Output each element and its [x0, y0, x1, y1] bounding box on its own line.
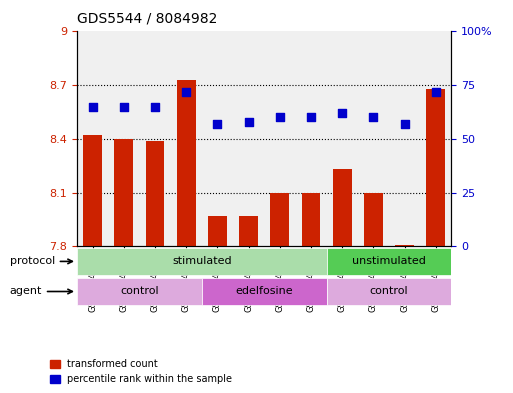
Bar — [270, 193, 289, 246]
Text: control: control — [370, 286, 408, 296]
Bar — [302, 193, 320, 246]
Bar — [395, 244, 414, 246]
Point — [245, 119, 253, 125]
Bar — [83, 135, 102, 246]
Point — [120, 103, 128, 110]
Text: edelfosine: edelfosine — [235, 286, 293, 296]
Bar — [114, 139, 133, 246]
Bar — [177, 80, 195, 246]
Bar — [146, 141, 164, 246]
Text: stimulated: stimulated — [172, 256, 231, 266]
Point — [151, 103, 159, 110]
Bar — [364, 193, 383, 246]
Bar — [333, 169, 351, 246]
Text: GDS5544 / 8084982: GDS5544 / 8084982 — [77, 12, 218, 26]
Bar — [239, 216, 258, 246]
Point — [88, 103, 96, 110]
FancyBboxPatch shape — [77, 278, 202, 305]
Point — [275, 114, 284, 121]
Text: control: control — [120, 286, 159, 296]
Text: agent: agent — [10, 286, 72, 296]
FancyBboxPatch shape — [327, 248, 451, 275]
Point — [369, 114, 378, 121]
Point — [182, 88, 190, 95]
FancyBboxPatch shape — [202, 278, 327, 305]
Legend: transformed count, percentile rank within the sample: transformed count, percentile rank withi… — [46, 356, 236, 388]
Point — [338, 110, 346, 116]
Point — [401, 121, 409, 127]
Text: protocol: protocol — [10, 256, 72, 266]
Bar — [426, 89, 445, 246]
Point — [213, 121, 222, 127]
Bar — [208, 216, 227, 246]
Point — [307, 114, 315, 121]
Point — [432, 88, 440, 95]
FancyBboxPatch shape — [327, 278, 451, 305]
FancyBboxPatch shape — [77, 248, 327, 275]
Text: unstimulated: unstimulated — [352, 256, 426, 266]
